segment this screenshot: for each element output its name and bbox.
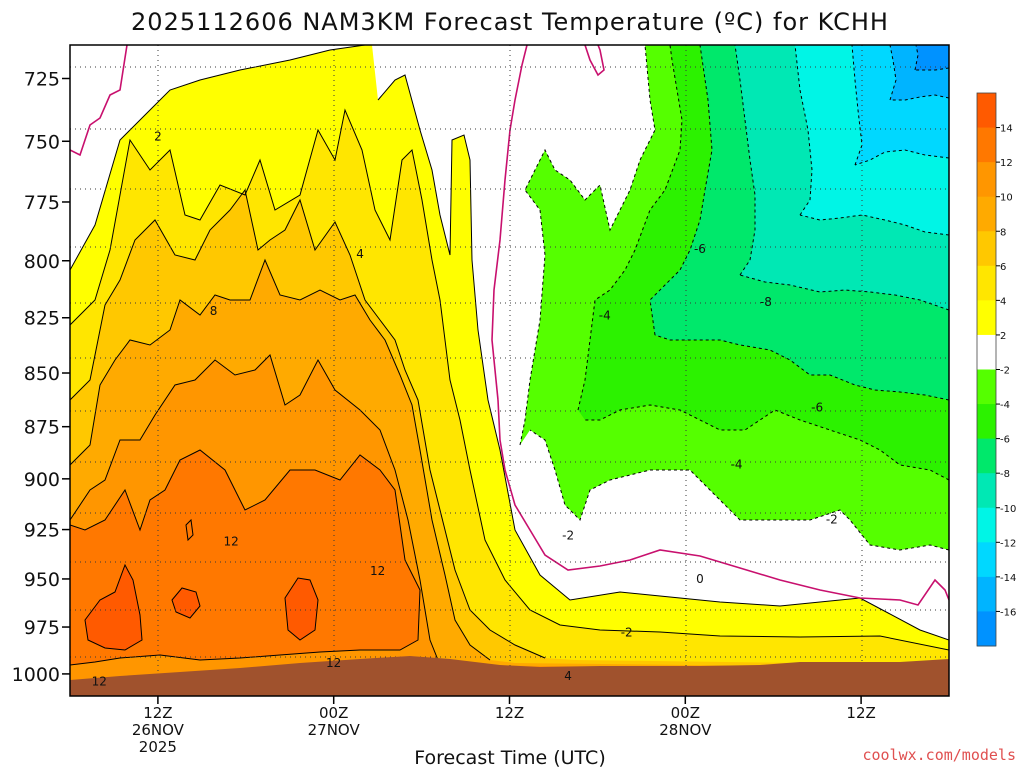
- x-tick-label: 00Z: [671, 704, 700, 722]
- colorbar-swatch: [977, 231, 996, 267]
- cold-contour-lines: [519, 45, 949, 551]
- credit-text: coolwx.com/models: [862, 746, 1016, 764]
- freezing-line: [70, 45, 949, 606]
- contour-label: 12: [92, 674, 107, 688]
- colorbar-swatch: [977, 300, 996, 336]
- contour-label: -2: [826, 513, 838, 527]
- contour-label: 12: [224, 535, 239, 549]
- y-tick-label: 975: [24, 617, 60, 639]
- contour-label: 4: [564, 669, 572, 683]
- colorbar-swatch: [977, 196, 996, 232]
- colorbar-label: 2: [1000, 331, 1006, 342]
- contour-label: 0: [696, 572, 704, 586]
- y-tick-label: 925: [24, 520, 60, 542]
- colorbar-label: -2: [1000, 366, 1010, 377]
- y-tick-label: 875: [24, 417, 60, 439]
- y-tick-label: 750: [24, 131, 60, 153]
- y-tick-label: 900: [24, 469, 60, 491]
- colorbar-label: -14: [1000, 573, 1016, 584]
- temperature-field: 2 4 8 12 12 12 12 4 -2 0 -2 -2 -4 -4 -6 -6 -8: [70, 45, 949, 696]
- contour-label: 12: [370, 564, 385, 578]
- colorbar-swatch: [977, 93, 996, 129]
- x-axis-label: Forecast Time (UTC): [414, 747, 605, 768]
- colorbar-label: 4: [1000, 296, 1006, 307]
- y-tick-label: 725: [24, 69, 60, 91]
- colorbar-swatch: [977, 162, 996, 198]
- contour-label: -2: [621, 626, 633, 640]
- y-tick-label: 825: [24, 308, 60, 330]
- colorbar-label: 12: [1000, 158, 1013, 169]
- x-tick-label: 12Z: [495, 704, 524, 722]
- band-below-minus16: [915, 45, 949, 70]
- y-tick-label: 1000: [12, 664, 60, 686]
- colorbar-label: -16: [1000, 607, 1016, 618]
- y-tick-label: 800: [24, 251, 60, 273]
- colorbar-swatch: [977, 611, 996, 647]
- x-tick-label: 2025: [139, 738, 177, 756]
- core-14-west: [85, 565, 142, 650]
- colorbar-swatch: [977, 473, 996, 509]
- contour-label: 4: [356, 247, 364, 261]
- contour-label: -8: [760, 295, 772, 309]
- contour-lines: [70, 45, 949, 666]
- y-axis: 725 750 775 800 825 850 875 900 925 950 975 1000: [12, 69, 70, 686]
- contour-label: -4: [731, 457, 743, 471]
- contour-label: -4: [599, 308, 611, 322]
- x-tick-label: 26NOV: [132, 721, 185, 739]
- colorbar-label: 14: [1000, 124, 1013, 135]
- band-12-to-14: [70, 450, 420, 665]
- colorbar-label: -4: [1000, 400, 1010, 411]
- contour-label: 12: [326, 656, 341, 670]
- grid: [70, 45, 949, 696]
- x-tick-label: 12Z: [846, 704, 875, 722]
- x-tick-label: 12Z: [143, 704, 172, 722]
- colorbar-swatch: [977, 265, 996, 301]
- x-tick-label: 00Z: [319, 704, 348, 722]
- colorbar-swatch: [977, 542, 996, 578]
- ground-terrain: [70, 656, 949, 696]
- colorbar-label: -12: [1000, 538, 1016, 549]
- colorbar-swatch: [977, 404, 996, 440]
- contour-label: 8: [210, 304, 218, 318]
- y-tick-label: 775: [24, 192, 60, 214]
- y-tick-label: 950: [24, 569, 60, 591]
- contour-label: -2: [562, 529, 574, 543]
- core-14-small: [172, 588, 200, 618]
- x-tick-label: 28NOV: [659, 721, 712, 739]
- contour-label: -6: [811, 401, 823, 415]
- colorbar-label: 6: [1000, 262, 1006, 273]
- contour-label: 2: [154, 129, 162, 143]
- colorbar-swatch: [977, 334, 996, 370]
- core-14-mid: [285, 578, 318, 640]
- colorbar-swatch: [977, 438, 996, 474]
- colorbar-label: 10: [1000, 193, 1013, 204]
- colorbar-label: 8: [1000, 227, 1006, 238]
- colorbar-swatch: [977, 507, 996, 543]
- colorbar-swatch: [977, 369, 996, 405]
- chart-title: 2025112606 NAM3KM Forecast Temperature (…: [131, 8, 889, 36]
- colorbar-label: -8: [1000, 469, 1010, 480]
- contour-label: -6: [694, 242, 706, 256]
- y-tick-label: 850: [24, 363, 60, 385]
- colorbar-label: -10: [1000, 504, 1016, 515]
- colorbar-swatch: [977, 127, 996, 163]
- x-tick-label: 27NOV: [308, 721, 361, 739]
- colorbar-label: -6: [1000, 435, 1010, 446]
- colorbar: 14 12 10 8 6 4 2 -2 -4 -6 -8 -10 -12 -14 -16: [976, 92, 1016, 647]
- colorbar-swatch: [977, 576, 996, 612]
